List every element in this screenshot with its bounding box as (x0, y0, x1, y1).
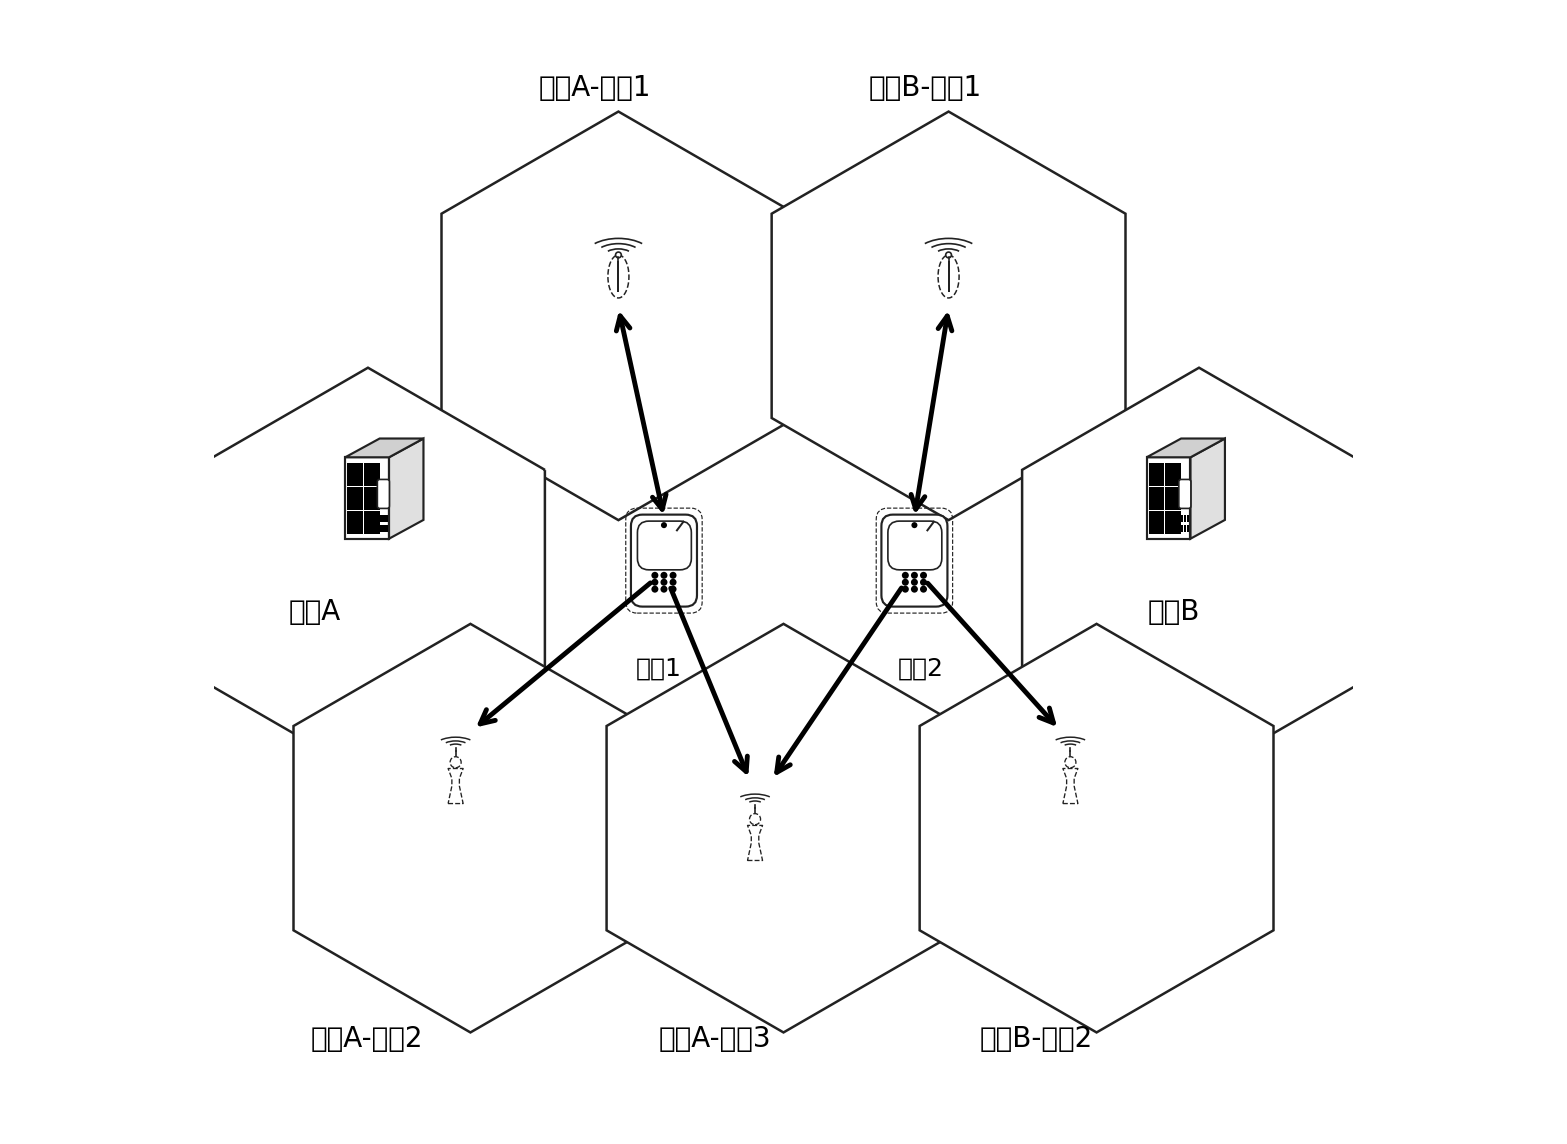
Circle shape (910, 579, 918, 586)
Polygon shape (1022, 367, 1376, 777)
Polygon shape (293, 623, 647, 1032)
Polygon shape (1147, 438, 1225, 458)
Text: 基站B-小区1: 基站B-小区1 (868, 74, 983, 102)
FancyBboxPatch shape (1166, 463, 1182, 486)
Text: 终端2: 终端2 (898, 657, 943, 681)
Polygon shape (939, 255, 959, 297)
Circle shape (910, 572, 918, 579)
FancyBboxPatch shape (1166, 511, 1182, 534)
Text: 基站A-小区1: 基站A-小区1 (539, 74, 652, 102)
Text: 基站A: 基站A (288, 598, 340, 626)
FancyBboxPatch shape (1182, 525, 1183, 532)
FancyBboxPatch shape (346, 487, 362, 510)
Circle shape (652, 586, 658, 593)
FancyBboxPatch shape (346, 511, 362, 534)
Circle shape (903, 579, 909, 586)
Polygon shape (606, 623, 961, 1032)
Circle shape (903, 586, 909, 593)
Text: 终端1: 终端1 (636, 657, 682, 681)
FancyBboxPatch shape (1178, 479, 1191, 508)
Polygon shape (389, 438, 423, 539)
Circle shape (903, 572, 909, 579)
FancyBboxPatch shape (385, 525, 387, 532)
FancyBboxPatch shape (638, 522, 691, 570)
Circle shape (660, 586, 668, 593)
Text: 基站A-小区2: 基站A-小区2 (310, 1025, 423, 1052)
Circle shape (669, 579, 677, 586)
Circle shape (450, 756, 461, 768)
FancyBboxPatch shape (1186, 525, 1189, 532)
Circle shape (669, 586, 677, 593)
Polygon shape (747, 826, 763, 860)
Polygon shape (345, 458, 389, 539)
FancyBboxPatch shape (1166, 487, 1182, 510)
Circle shape (669, 572, 677, 579)
Circle shape (660, 572, 668, 579)
Polygon shape (1062, 769, 1078, 803)
FancyBboxPatch shape (1182, 515, 1183, 523)
FancyBboxPatch shape (1185, 525, 1186, 532)
Polygon shape (345, 438, 423, 458)
Text: 基站B-小区2: 基站B-小区2 (979, 1025, 1092, 1052)
Polygon shape (771, 112, 1125, 521)
FancyBboxPatch shape (888, 522, 942, 570)
FancyBboxPatch shape (364, 463, 379, 486)
FancyBboxPatch shape (379, 515, 382, 523)
Circle shape (749, 813, 760, 825)
Circle shape (661, 522, 668, 529)
FancyBboxPatch shape (1149, 487, 1164, 510)
FancyBboxPatch shape (1186, 515, 1189, 523)
FancyBboxPatch shape (378, 479, 390, 508)
Circle shape (920, 572, 928, 579)
Polygon shape (191, 367, 545, 777)
Circle shape (660, 579, 668, 586)
Circle shape (652, 579, 658, 586)
Circle shape (910, 586, 918, 593)
Circle shape (946, 252, 951, 257)
Polygon shape (1191, 438, 1225, 539)
FancyBboxPatch shape (385, 515, 387, 523)
FancyBboxPatch shape (379, 525, 382, 532)
Polygon shape (920, 623, 1274, 1032)
Text: 基站A-小区3: 基站A-小区3 (658, 1025, 771, 1052)
FancyBboxPatch shape (1149, 463, 1164, 486)
FancyBboxPatch shape (382, 515, 385, 523)
Circle shape (920, 579, 928, 586)
FancyBboxPatch shape (632, 515, 697, 606)
Circle shape (652, 572, 658, 579)
FancyBboxPatch shape (1149, 511, 1164, 534)
FancyBboxPatch shape (881, 515, 948, 606)
FancyBboxPatch shape (346, 463, 362, 486)
Polygon shape (1147, 458, 1191, 539)
Text: 基站B: 基站B (1147, 598, 1200, 626)
Circle shape (1066, 756, 1077, 768)
FancyBboxPatch shape (1185, 515, 1186, 523)
Polygon shape (448, 769, 464, 803)
FancyBboxPatch shape (382, 525, 385, 532)
Circle shape (912, 522, 917, 529)
FancyBboxPatch shape (364, 487, 379, 510)
Circle shape (616, 252, 621, 257)
Polygon shape (442, 112, 796, 521)
FancyBboxPatch shape (364, 511, 379, 534)
Circle shape (920, 586, 928, 593)
Polygon shape (608, 255, 628, 297)
